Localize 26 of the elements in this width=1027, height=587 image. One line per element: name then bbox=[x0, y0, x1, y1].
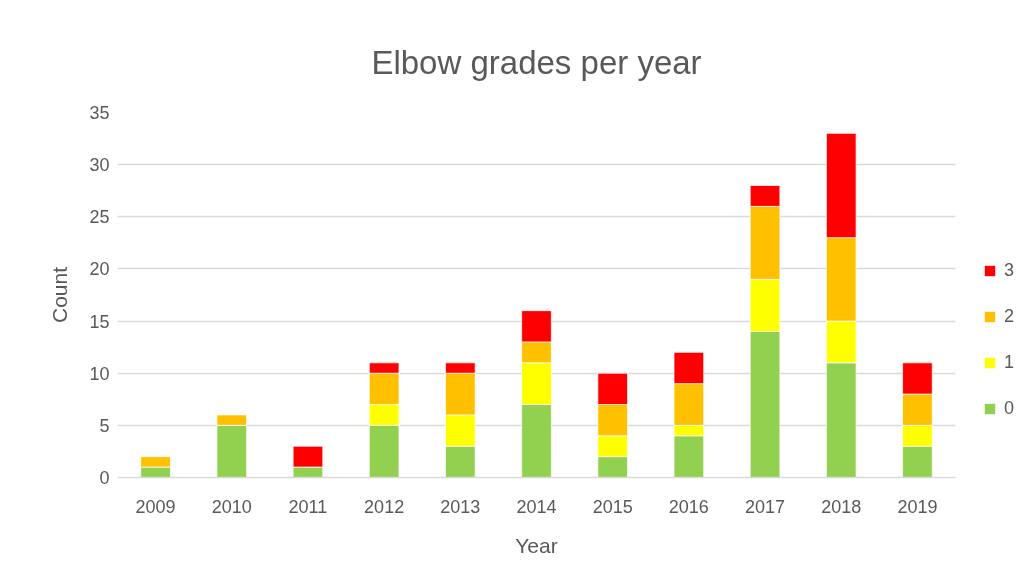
x-tick-label: 2009 bbox=[135, 496, 176, 517]
x-tick-label: 2015 bbox=[592, 496, 633, 517]
legend-label: 0 bbox=[1004, 398, 1015, 419]
x-tick-label: 2011 bbox=[288, 496, 328, 517]
x-tick-label: 2017 bbox=[745, 496, 786, 517]
y-tick-label: 5 bbox=[99, 415, 110, 436]
y-tick-label: 10 bbox=[89, 363, 110, 384]
y-axis-title: Count bbox=[48, 266, 72, 324]
y-tick-label: 20 bbox=[89, 259, 110, 280]
x-axis-title: Year bbox=[515, 533, 558, 557]
x-tick-label: 2010 bbox=[211, 496, 252, 517]
x-tick-label: 2016 bbox=[668, 496, 709, 517]
legend-label: 3 bbox=[1004, 260, 1015, 281]
x-tick-label: 2019 bbox=[897, 496, 938, 517]
x-tick-label: 2013 bbox=[440, 496, 481, 517]
y-tick-label: 30 bbox=[89, 155, 110, 176]
y-tick-label: 35 bbox=[89, 103, 110, 123]
y-tick-label: 25 bbox=[89, 207, 110, 228]
y-tick-label: 0 bbox=[99, 468, 110, 488]
x-tick-label: 2012 bbox=[364, 496, 405, 517]
x-tick-label: 2014 bbox=[516, 496, 557, 517]
x-tick-label: 2018 bbox=[821, 496, 862, 517]
legend-label: 1 bbox=[1004, 352, 1015, 373]
y-tick-label: 15 bbox=[89, 311, 110, 332]
legend-label: 2 bbox=[1004, 306, 1015, 327]
chart-title: Elbow grades per year bbox=[371, 43, 702, 81]
